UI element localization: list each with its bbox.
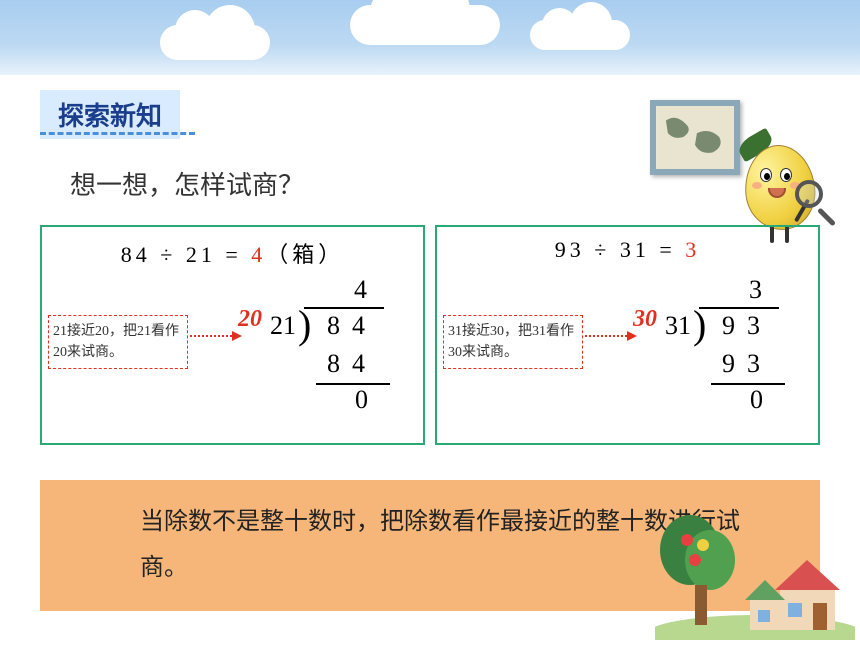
worked-examples: 84 ÷ 21 = 4（箱） 21接近20，把21看作20来试商。 20 4 2… bbox=[40, 225, 820, 445]
divisor: 31 bbox=[665, 311, 691, 341]
cloud-icon bbox=[350, 5, 500, 45]
eq-unit: （箱） bbox=[266, 242, 344, 267]
remainder: 0 bbox=[355, 385, 368, 415]
subtraction-line bbox=[711, 383, 785, 385]
division-bracket: ) bbox=[693, 301, 706, 348]
example-panel-2: 93 ÷ 31 = 3 31接近30，把31看作30来试商。 30 3 31 )… bbox=[435, 225, 820, 445]
division-bar bbox=[304, 307, 384, 309]
subtrahend: 84 bbox=[327, 349, 377, 379]
hint-box-1: 21接近20，把21看作20来试商。 bbox=[48, 315, 188, 369]
trial-divisor: 30 bbox=[633, 306, 657, 333]
remainder: 0 bbox=[750, 385, 763, 415]
example-panel-1: 84 ÷ 21 = 4（箱） 21接近20，把21看作20来试商。 20 4 2… bbox=[40, 225, 425, 445]
arrow-icon bbox=[585, 335, 635, 337]
hint-box-2: 31接近30，把31看作30来试商。 bbox=[443, 315, 583, 369]
dividend: 84 bbox=[327, 311, 377, 341]
dividend: 93 bbox=[722, 311, 772, 341]
trial-divisor: 20 bbox=[238, 306, 262, 333]
quotient: 4 bbox=[354, 275, 367, 305]
quotient: 3 bbox=[749, 275, 762, 305]
eq-lhs: 84 ÷ 21 = bbox=[121, 242, 251, 267]
arrow-icon bbox=[190, 335, 240, 337]
map-frame-icon bbox=[650, 100, 740, 175]
subtrahend: 93 bbox=[722, 349, 772, 379]
equation-1: 84 ÷ 21 = 4（箱） bbox=[47, 237, 418, 269]
division-bar bbox=[699, 307, 779, 309]
summary-box: 当除数不是整十数时，把除数看作最接近的整十数进行试商。 bbox=[40, 480, 820, 611]
eq-answer: 4 bbox=[251, 242, 266, 267]
eq-lhs: 93 ÷ 31 = bbox=[555, 237, 685, 262]
title-underline bbox=[40, 132, 195, 135]
eq-answer: 3 bbox=[685, 237, 700, 262]
division-bracket: ) bbox=[298, 301, 311, 348]
divisor: 21 bbox=[270, 311, 296, 341]
equation-2: 93 ÷ 31 = 3 bbox=[442, 237, 813, 263]
sky-banner bbox=[0, 0, 860, 75]
cloud-icon bbox=[160, 25, 270, 60]
cloud-icon bbox=[530, 20, 630, 50]
subtraction-line bbox=[316, 383, 390, 385]
prompt-question: 想一想，怎样试商？ bbox=[70, 165, 304, 202]
